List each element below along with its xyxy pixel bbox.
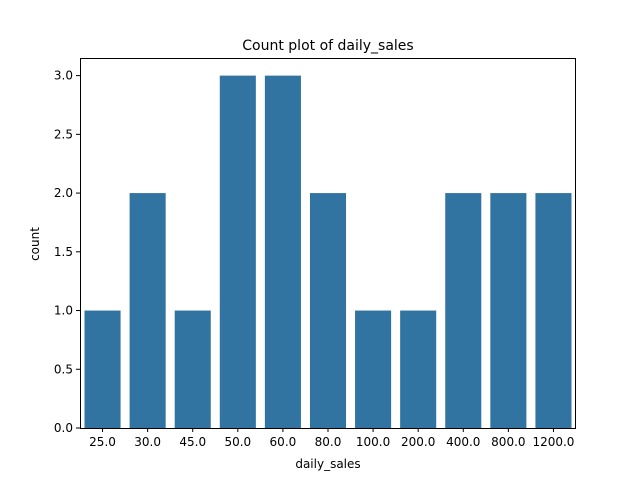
x-axis: 25.0 30.0 45.0 50.0 60.0 80.0 100.0 200.0 400.0 8… — [89, 428, 574, 449]
bar — [219, 75, 256, 428]
x-tick-label: 25.0 — [89, 435, 116, 449]
bar — [174, 310, 211, 428]
x-tick-label: 30.0 — [134, 435, 161, 449]
x-tick-label: 1200.0 — [532, 435, 574, 449]
bar — [84, 310, 121, 428]
y-axis-label: count — [28, 227, 42, 261]
x-tick-label: 50.0 — [224, 435, 251, 449]
plot-frame — [80, 58, 576, 429]
bar — [445, 193, 482, 428]
bar — [535, 193, 572, 428]
y-tick-label: 2.0 — [54, 186, 73, 200]
y-tick-label: 3.0 — [54, 69, 73, 83]
bar — [129, 193, 166, 428]
y-tick-label: 0.0 — [54, 421, 73, 435]
x-tick-label: 60.0 — [270, 435, 297, 449]
chart-title: Count plot of daily_sales — [242, 38, 413, 54]
y-tick-label: 0.5 — [54, 362, 73, 376]
x-tick-label: 100.0 — [356, 435, 390, 449]
y-tick-label: 2.5 — [54, 127, 73, 141]
x-tick-label: 400.0 — [446, 435, 480, 449]
bar — [490, 193, 527, 428]
bar — [264, 75, 301, 428]
y-axis: 0.0 0.5 1.0 1.5 2.0 2.5 3.0 — [54, 69, 80, 435]
bar — [355, 310, 392, 428]
bar — [400, 310, 437, 428]
x-tick-label: 45.0 — [179, 435, 206, 449]
bar-group — [84, 75, 572, 428]
x-axis-label: daily_sales — [295, 457, 360, 471]
y-tick-label: 1.0 — [54, 304, 73, 318]
bar — [309, 193, 347, 428]
x-tick-label: 800.0 — [491, 435, 525, 449]
x-tick-label: 200.0 — [401, 435, 435, 449]
x-tick-label: 80.0 — [315, 435, 342, 449]
y-tick-label: 1.5 — [54, 245, 73, 259]
